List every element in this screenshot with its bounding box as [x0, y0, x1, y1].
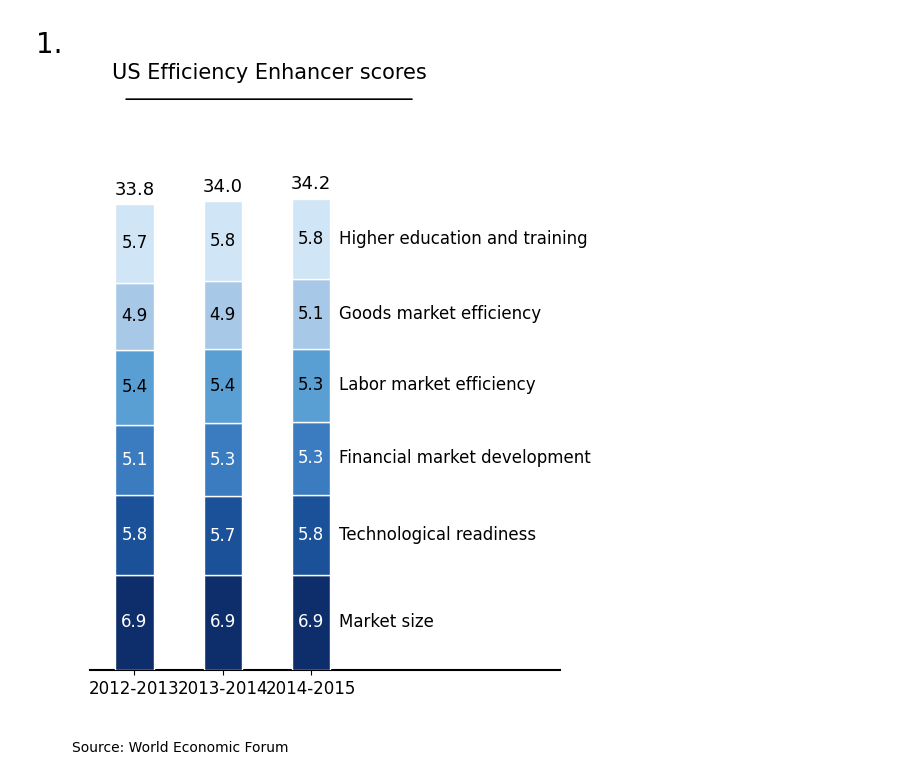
Text: Market size: Market size: [339, 614, 433, 631]
Text: Financial market development: Financial market development: [339, 450, 590, 467]
Text: 4.9: 4.9: [209, 306, 236, 324]
Text: 5.8: 5.8: [297, 229, 323, 248]
Text: 6.9: 6.9: [121, 614, 147, 631]
Bar: [116, 283, 154, 350]
Text: Higher education and training: Higher education and training: [339, 229, 587, 248]
Text: 5.8: 5.8: [121, 526, 147, 544]
Bar: [203, 202, 241, 281]
Bar: [203, 497, 241, 575]
Text: 5.8: 5.8: [297, 526, 323, 544]
Text: 5.4: 5.4: [121, 378, 147, 397]
Text: 6.9: 6.9: [209, 614, 236, 631]
Bar: [116, 424, 154, 495]
Text: Technological readiness: Technological readiness: [339, 526, 535, 544]
Bar: [292, 422, 330, 495]
Bar: [116, 204, 154, 283]
Text: 1.: 1.: [36, 31, 62, 59]
Bar: [292, 575, 330, 670]
Bar: [292, 199, 330, 279]
Bar: [203, 281, 241, 349]
Bar: [203, 575, 241, 670]
Text: 5.3: 5.3: [297, 450, 323, 467]
Text: US Efficiency Enhancer scores: US Efficiency Enhancer scores: [112, 63, 426, 83]
Text: Labor market efficiency: Labor market efficiency: [339, 377, 535, 394]
Text: 5.8: 5.8: [209, 233, 236, 250]
Text: 6.9: 6.9: [297, 614, 323, 631]
Bar: [203, 349, 241, 424]
Text: 4.9: 4.9: [121, 307, 147, 326]
Text: 5.4: 5.4: [209, 377, 236, 395]
Bar: [116, 575, 154, 670]
Text: 5.1: 5.1: [297, 305, 323, 323]
Text: Source: World Economic Forum: Source: World Economic Forum: [72, 741, 288, 755]
Text: Goods market efficiency: Goods market efficiency: [339, 305, 540, 323]
Bar: [292, 495, 330, 575]
Text: 5.1: 5.1: [121, 450, 147, 469]
Bar: [203, 424, 241, 497]
Text: 33.8: 33.8: [115, 181, 154, 199]
Text: 5.7: 5.7: [209, 527, 236, 544]
Text: 34.0: 34.0: [202, 178, 242, 196]
Bar: [116, 350, 154, 424]
Text: 5.3: 5.3: [209, 450, 236, 469]
Bar: [292, 349, 330, 422]
Text: 34.2: 34.2: [290, 175, 330, 193]
Text: 5.3: 5.3: [297, 377, 323, 394]
Bar: [116, 495, 154, 575]
Bar: [292, 279, 330, 349]
Text: 5.7: 5.7: [121, 234, 147, 253]
